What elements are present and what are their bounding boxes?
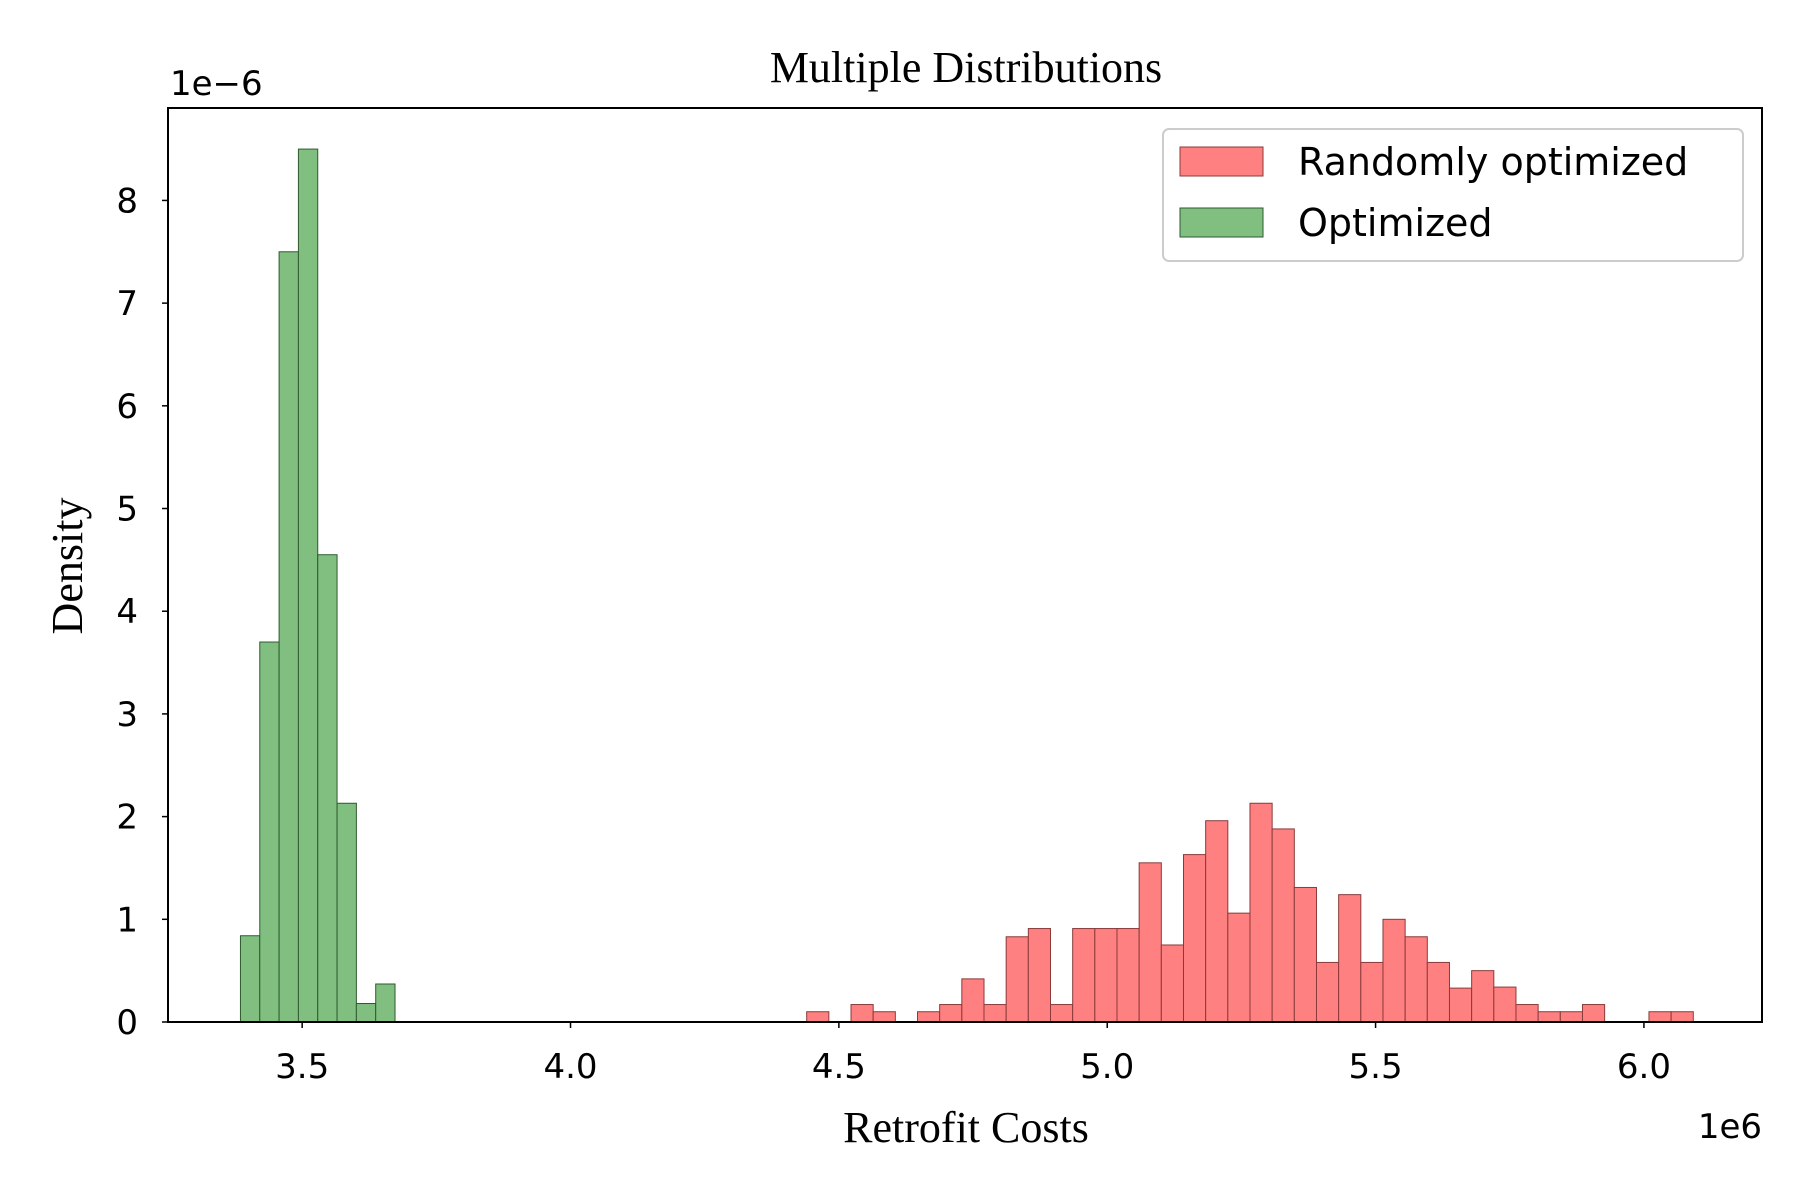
bar-randomly-optimized-18 bbox=[1205, 820, 1229, 1023]
x-offset-label: 1e6 bbox=[1698, 1107, 1762, 1147]
x-tick-label-3: 5.0 bbox=[1080, 1047, 1134, 1087]
bar-randomly-optimized-11 bbox=[1049, 1004, 1074, 1023]
bar-randomly-optimized-20 bbox=[1249, 802, 1273, 1023]
bar-randomly-optimized-33 bbox=[1537, 1011, 1561, 1023]
y-tick-label-5: 5 bbox=[116, 490, 138, 530]
bar-randomly-optimized-26 bbox=[1382, 918, 1406, 1023]
x-axis-label: Retrofit Costs bbox=[843, 1103, 1089, 1152]
bar-optimized-6 bbox=[355, 1003, 377, 1023]
bar-randomly-optimized-5 bbox=[917, 1011, 941, 1023]
bar-randomly-optimized-28 bbox=[1426, 961, 1450, 1023]
y-tick-label-7: 7 bbox=[116, 284, 138, 324]
bar-randomly-optimized-6 bbox=[939, 1004, 963, 1023]
bar-randomly-optimized-0 bbox=[806, 1011, 830, 1023]
plot-frame bbox=[167, 107, 1763, 1023]
bar-optimized-1 bbox=[259, 641, 280, 1023]
bar-optimized-2 bbox=[278, 251, 299, 1023]
legend: Randomly optimized Optimized bbox=[1162, 128, 1744, 262]
y-tick-label-0: 0 bbox=[116, 1003, 138, 1043]
bar-randomly-optimized-29 bbox=[1448, 987, 1473, 1023]
y-tick-label-3: 3 bbox=[116, 695, 138, 735]
bar-randomly-optimized-24 bbox=[1338, 894, 1362, 1023]
legend-label-randomly-optimized: Randomly optimized bbox=[1298, 140, 1688, 184]
legend-swatch-optimized bbox=[1179, 207, 1264, 238]
legend-label-optimized: Optimized bbox=[1298, 201, 1493, 245]
legend-box bbox=[1162, 128, 1744, 262]
bar-optimized-7 bbox=[375, 983, 396, 1023]
bar-randomly-optimized-16 bbox=[1160, 944, 1184, 1023]
x-tick-label-1: 4.0 bbox=[543, 1047, 597, 1087]
y-tick-label-2: 2 bbox=[116, 798, 138, 838]
bar-randomly-optimized-30 bbox=[1471, 970, 1495, 1023]
bar-randomly-optimized-14 bbox=[1116, 928, 1140, 1023]
x-tick-label-5: 6.0 bbox=[1617, 1047, 1671, 1087]
bar-randomly-optimized-27 bbox=[1404, 936, 1428, 1023]
bar-randomly-optimized-32 bbox=[1515, 1004, 1539, 1023]
bar-randomly-optimized-12 bbox=[1072, 928, 1096, 1023]
bar-randomly-optimized-10 bbox=[1027, 928, 1051, 1023]
chart-title: Multiple Distributions bbox=[770, 43, 1162, 92]
bar-optimized-4 bbox=[317, 554, 338, 1023]
bar-optimized-5 bbox=[336, 802, 357, 1023]
bar-randomly-optimized-25 bbox=[1360, 961, 1384, 1023]
bar-randomly-optimized-17 bbox=[1182, 854, 1207, 1023]
bar-randomly-optimized-9 bbox=[1005, 936, 1029, 1023]
bar-randomly-optimized-19 bbox=[1227, 912, 1251, 1023]
y-axis-label: Density bbox=[43, 498, 92, 635]
bars-layer bbox=[239, 148, 1694, 1023]
legend-swatch-randomly-optimized bbox=[1179, 146, 1264, 177]
bar-randomly-optimized-21 bbox=[1271, 828, 1295, 1023]
y-tick-label-4: 4 bbox=[116, 592, 138, 632]
bar-randomly-optimized-22 bbox=[1293, 886, 1317, 1023]
y-tick-label-6: 6 bbox=[116, 387, 138, 427]
bar-optimized-3 bbox=[297, 148, 319, 1023]
x-tick-label-4: 5.5 bbox=[1349, 1047, 1403, 1087]
bar-randomly-optimized-39 bbox=[1670, 1011, 1694, 1023]
y-tick-label-8: 8 bbox=[116, 181, 138, 221]
ticks-layer: 3.5 4.0 4.5 5.0 5.5 6.0 0 1 2 3 4 5 6 7 8 bbox=[116, 181, 1671, 1087]
bar-randomly-optimized-15 bbox=[1138, 862, 1162, 1023]
x-tick-label-0: 3.5 bbox=[275, 1047, 329, 1087]
y-offset-label: 1e−6 bbox=[170, 64, 263, 104]
bar-randomly-optimized-35 bbox=[1581, 1004, 1606, 1023]
bar-randomly-optimized-2 bbox=[850, 1004, 874, 1023]
bar-randomly-optimized-31 bbox=[1493, 986, 1517, 1023]
bar-randomly-optimized-8 bbox=[983, 1004, 1007, 1023]
bar-randomly-optimized-13 bbox=[1094, 928, 1118, 1023]
x-tick-label-2: 4.5 bbox=[812, 1047, 866, 1087]
bar-randomly-optimized-38 bbox=[1648, 1011, 1672, 1023]
bar-randomly-optimized-34 bbox=[1559, 1011, 1583, 1023]
bar-randomly-optimized-7 bbox=[961, 978, 985, 1023]
bar-randomly-optimized-3 bbox=[872, 1011, 896, 1023]
bar-randomly-optimized-23 bbox=[1315, 961, 1340, 1023]
bar-optimized-0 bbox=[239, 935, 261, 1023]
y-tick-label-1: 1 bbox=[116, 900, 138, 940]
